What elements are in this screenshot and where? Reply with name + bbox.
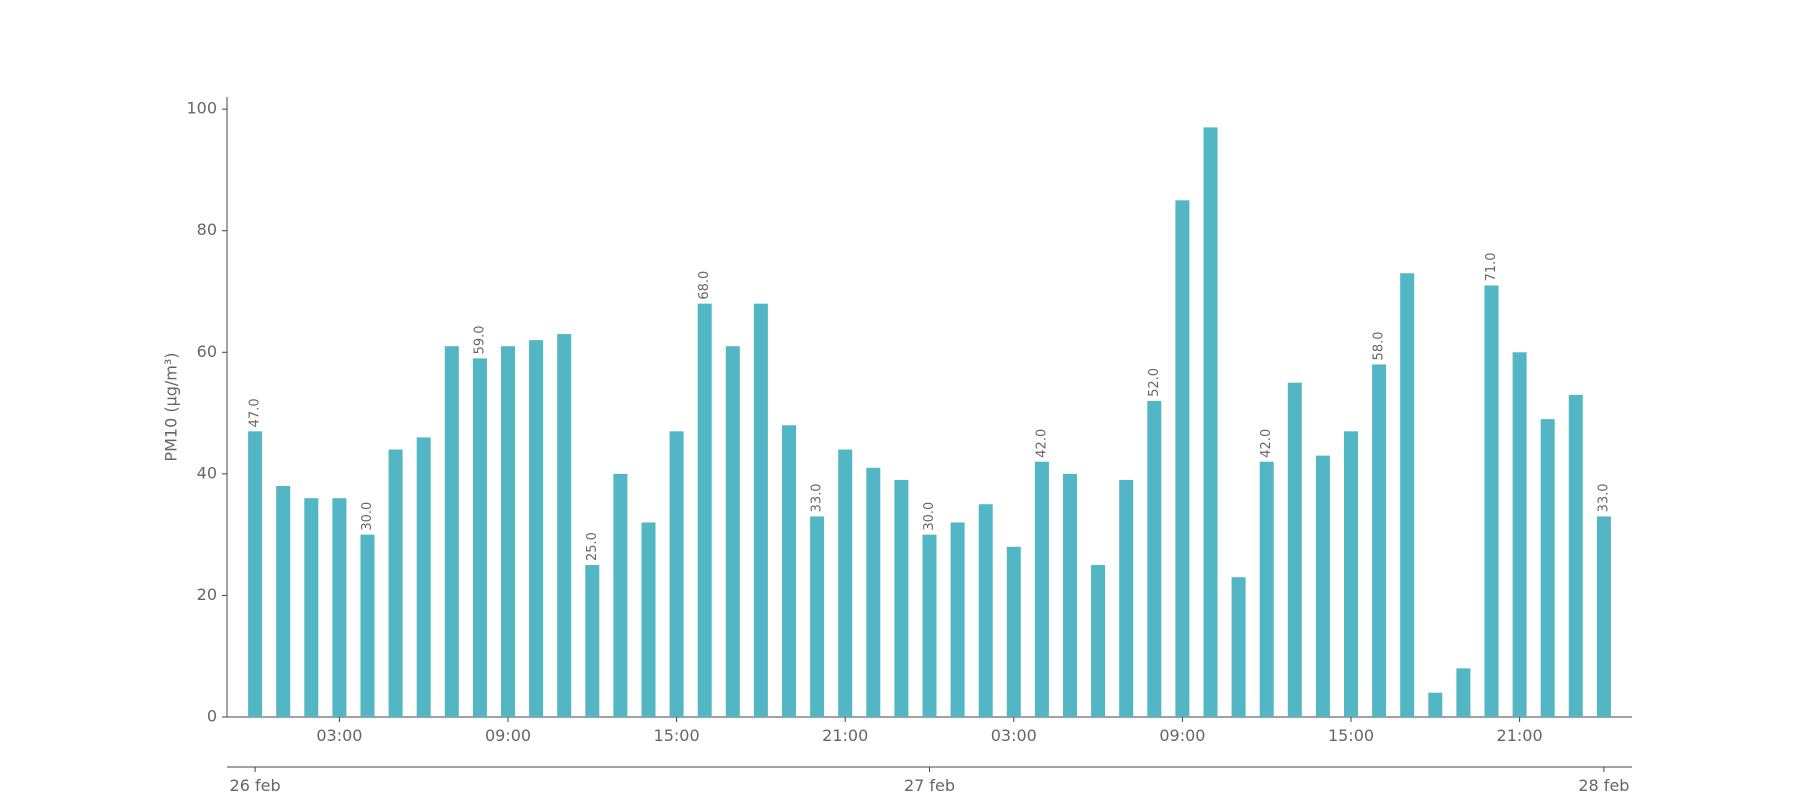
x-major-tick-label: 28 feb <box>1578 776 1629 795</box>
bar <box>894 479 909 717</box>
bar <box>529 340 544 717</box>
y-tick-label: 60 <box>197 342 217 361</box>
bar <box>1568 394 1583 717</box>
bar <box>725 346 740 717</box>
value-label: 30.0 <box>360 502 375 531</box>
bar <box>641 522 656 717</box>
bar <box>1175 200 1190 718</box>
bar <box>1484 285 1499 717</box>
bar <box>753 303 768 717</box>
bar <box>1063 473 1077 717</box>
bar <box>978 504 993 717</box>
x-tick-label: 03:00 <box>991 726 1037 745</box>
bar <box>922 534 937 717</box>
x-tick-label: 21:00 <box>1497 726 1543 745</box>
bar <box>613 473 628 717</box>
bar <box>1006 546 1021 717</box>
bar <box>782 425 796 717</box>
bar <box>1259 461 1274 717</box>
value-label: 58.0 <box>1372 331 1387 360</box>
value-label: 71.0 <box>1484 252 1499 281</box>
x-tick-label: 09:00 <box>1159 726 1205 745</box>
bar <box>1091 565 1106 717</box>
bar <box>810 516 825 717</box>
bar <box>1315 455 1330 717</box>
bar <box>1596 516 1611 717</box>
bar <box>1147 400 1162 717</box>
bar <box>1344 431 1358 717</box>
value-label: 52.0 <box>1147 368 1162 397</box>
x-tick-label: 03:00 <box>316 726 362 745</box>
bar <box>1512 352 1527 717</box>
bar <box>360 534 375 717</box>
bar <box>444 346 459 717</box>
x-tick-label: 15:00 <box>654 726 700 745</box>
value-label: 25.0 <box>585 532 600 561</box>
bar <box>472 358 487 717</box>
bar <box>1540 419 1555 717</box>
bar <box>1456 668 1471 717</box>
bar <box>501 346 515 717</box>
bar <box>585 565 600 717</box>
bar <box>838 449 853 717</box>
bar <box>669 431 684 717</box>
y-axis-label: PM10 (μg/m³) <box>162 352 181 461</box>
bar <box>1400 273 1415 717</box>
value-label: 47.0 <box>248 398 263 427</box>
x-tick-label: 15:00 <box>1328 726 1374 745</box>
bar <box>1287 382 1302 717</box>
value-label: 30.0 <box>922 502 937 531</box>
y-tick-label: 0 <box>207 707 217 726</box>
bar <box>1203 127 1218 718</box>
bar <box>1119 479 1134 717</box>
bar <box>1428 692 1443 717</box>
bar <box>332 498 347 717</box>
bar <box>416 437 431 717</box>
bar <box>1372 364 1387 717</box>
value-label: 68.0 <box>697 271 712 300</box>
bar <box>1034 461 1049 717</box>
x-major-tick-label: 26 feb <box>230 776 281 795</box>
x-major-tick-label: 27 feb <box>904 776 955 795</box>
bar <box>866 467 881 717</box>
bar <box>950 522 965 717</box>
bar <box>557 334 572 717</box>
x-tick-label: 21:00 <box>822 726 868 745</box>
bar <box>1231 577 1246 717</box>
x-tick-label: 09:00 <box>485 726 531 745</box>
value-label: 42.0 <box>1259 429 1274 458</box>
value-label: 33.0 <box>1596 483 1611 512</box>
y-tick-label: 100 <box>186 99 217 118</box>
bar <box>248 431 263 717</box>
value-label: 42.0 <box>1034 429 1049 458</box>
value-label: 33.0 <box>810 483 825 512</box>
y-tick-label: 40 <box>197 463 217 482</box>
bar <box>304 498 319 717</box>
bar <box>388 449 403 717</box>
bar <box>276 486 291 717</box>
y-tick-label: 20 <box>197 585 217 604</box>
y-tick-label: 80 <box>197 220 217 239</box>
bar <box>697 303 712 717</box>
value-label: 59.0 <box>472 325 487 354</box>
